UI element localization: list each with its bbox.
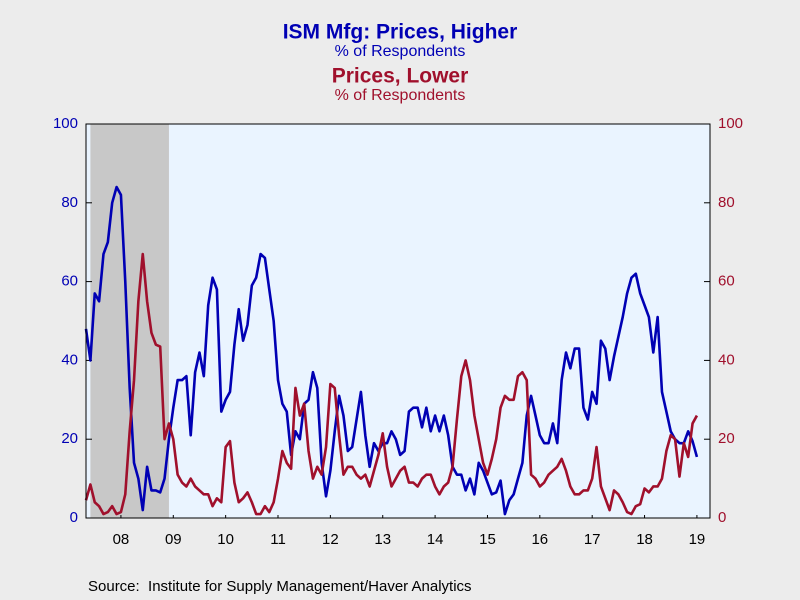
x-tick-label: 10 [217, 531, 234, 548]
x-tick-label: 18 [636, 531, 653, 548]
x-tick-label: 13 [374, 531, 391, 548]
y-axis-label: % of Respondents [335, 43, 466, 60]
x-tick-label: 14 [427, 531, 444, 548]
x-tick-label: 09 [165, 531, 182, 548]
plot-frame [85, 123, 711, 519]
y2-tick-label: 0 [718, 509, 726, 526]
y2-tick-label: 60 [718, 273, 735, 290]
x-tick-label: 11 [270, 531, 286, 548]
y2-tick-label: 20 [718, 430, 735, 447]
source: Source: Institute for Supply Management/… [88, 578, 472, 595]
y-tick-label: 80 [61, 194, 78, 211]
x-tick-label: 12 [322, 531, 339, 548]
plot-area [86, 124, 710, 518]
recession-shading [90, 124, 169, 518]
x-tick-label: 17 [584, 531, 601, 548]
series-title: Prices, Lower [332, 65, 469, 88]
y-tick-label: 0 [70, 509, 78, 526]
y-tick-label: 40 [61, 351, 78, 368]
x-tick-label: 16 [531, 531, 548, 548]
series-line [84, 185, 699, 516]
y2-axis-label: % of Respondents [335, 87, 466, 104]
x-tick-label: 08 [113, 531, 130, 548]
y2-tick-label: 40 [718, 351, 735, 368]
x-tick-label: 19 [689, 531, 706, 548]
x-tick-label: 15 [479, 531, 496, 548]
y2-tick-label: 80 [718, 194, 735, 211]
y-tick-label: 60 [61, 273, 78, 290]
y2-tick-label: 100 [718, 115, 743, 132]
y-tick-label: 100 [53, 115, 78, 132]
series-title: ISM Mfg: Prices, Higher [283, 21, 518, 44]
series-line [84, 252, 699, 516]
y-tick-label: 20 [61, 430, 78, 447]
